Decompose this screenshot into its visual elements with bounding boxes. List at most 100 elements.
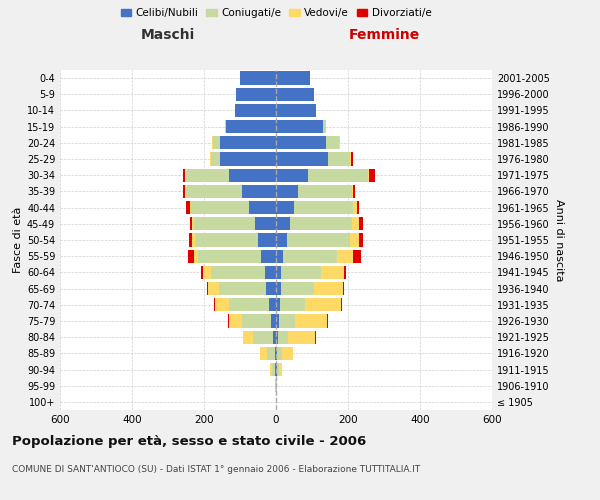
Bar [211, 266, 265, 279]
Text: COMUNE DI SANT'ANTIOCO (SU) - Dati ISTAT 1° gennaio 2006 - Elaborazione TUTTITAL: COMUNE DI SANT'ANTIOCO (SU) - Dati ISTAT… [12, 465, 420, 474]
Bar [271, 314, 276, 328]
Bar [198, 250, 261, 263]
Bar [277, 346, 282, 360]
Bar [339, 136, 340, 149]
Bar [194, 217, 255, 230]
Bar [287, 234, 350, 246]
Text: Femmine: Femmine [349, 28, 419, 42]
Bar [343, 282, 344, 295]
Bar [240, 72, 276, 85]
Bar [229, 298, 269, 312]
Bar [229, 314, 242, 328]
Bar [315, 330, 316, 344]
Bar [276, 168, 308, 182]
Bar [290, 217, 352, 230]
Bar [276, 234, 287, 246]
Bar [184, 168, 185, 182]
Bar [195, 234, 258, 246]
Bar [190, 201, 191, 214]
Bar [211, 152, 220, 166]
Bar [352, 217, 359, 230]
Bar [279, 314, 295, 328]
Bar [352, 185, 353, 198]
Bar [283, 250, 337, 263]
Bar [353, 201, 357, 214]
Bar [249, 201, 276, 214]
Bar [276, 250, 283, 263]
Bar [350, 152, 351, 166]
Bar [219, 282, 266, 295]
Bar [242, 330, 253, 344]
Y-axis label: Anni di nascita: Anni di nascita [554, 198, 564, 281]
Y-axis label: Fasce di età: Fasce di età [13, 207, 23, 273]
Bar [229, 168, 276, 182]
Bar [207, 282, 208, 295]
Bar [192, 234, 195, 246]
Bar [260, 346, 266, 360]
Bar [220, 152, 276, 166]
Bar [188, 250, 194, 263]
Bar [276, 72, 310, 85]
Bar [282, 346, 293, 360]
Bar [279, 363, 283, 376]
Bar [350, 234, 359, 246]
Bar [186, 185, 242, 198]
Bar [255, 217, 276, 230]
Bar [326, 136, 339, 149]
Bar [323, 120, 326, 134]
Bar [265, 266, 276, 279]
Bar [272, 363, 275, 376]
Bar [294, 201, 353, 214]
Bar [368, 168, 369, 182]
Bar [269, 298, 276, 312]
Bar [276, 217, 290, 230]
Bar [276, 185, 298, 198]
Bar [281, 266, 321, 279]
Bar [191, 201, 249, 214]
Bar [226, 120, 276, 134]
Bar [225, 120, 226, 134]
Bar [276, 136, 326, 149]
Bar [275, 379, 276, 392]
Bar [220, 136, 276, 149]
Bar [353, 250, 361, 263]
Bar [186, 168, 229, 182]
Bar [212, 136, 213, 149]
Bar [276, 88, 314, 101]
Bar [353, 185, 355, 198]
Bar [281, 282, 314, 295]
Bar [185, 185, 186, 198]
Bar [359, 217, 363, 230]
Bar [203, 266, 211, 279]
Bar [305, 298, 341, 312]
Bar [276, 282, 281, 295]
Bar [192, 217, 194, 230]
Bar [359, 234, 363, 246]
Bar [369, 168, 374, 182]
Bar [276, 379, 277, 392]
Bar [295, 314, 328, 328]
Bar [277, 363, 279, 376]
Bar [276, 330, 278, 344]
Bar [258, 234, 276, 246]
Bar [185, 168, 186, 182]
Bar [288, 330, 315, 344]
Bar [276, 346, 277, 360]
Bar [194, 250, 198, 263]
Bar [242, 185, 276, 198]
Bar [242, 314, 271, 328]
Bar [280, 298, 305, 312]
Bar [276, 201, 294, 214]
Text: Maschi: Maschi [141, 28, 195, 42]
Bar [344, 266, 346, 279]
Bar [276, 120, 323, 134]
Bar [253, 330, 273, 344]
Bar [308, 168, 368, 182]
Bar [275, 346, 276, 360]
Bar [235, 104, 276, 117]
Legend: Celibi/Nubili, Coniugati/e, Vedovi/e, Divorziati/e: Celibi/Nubili, Coniugati/e, Vedovi/e, Di… [116, 4, 436, 22]
Bar [328, 152, 350, 166]
Bar [357, 201, 359, 214]
Bar [276, 266, 281, 279]
Bar [210, 152, 211, 166]
